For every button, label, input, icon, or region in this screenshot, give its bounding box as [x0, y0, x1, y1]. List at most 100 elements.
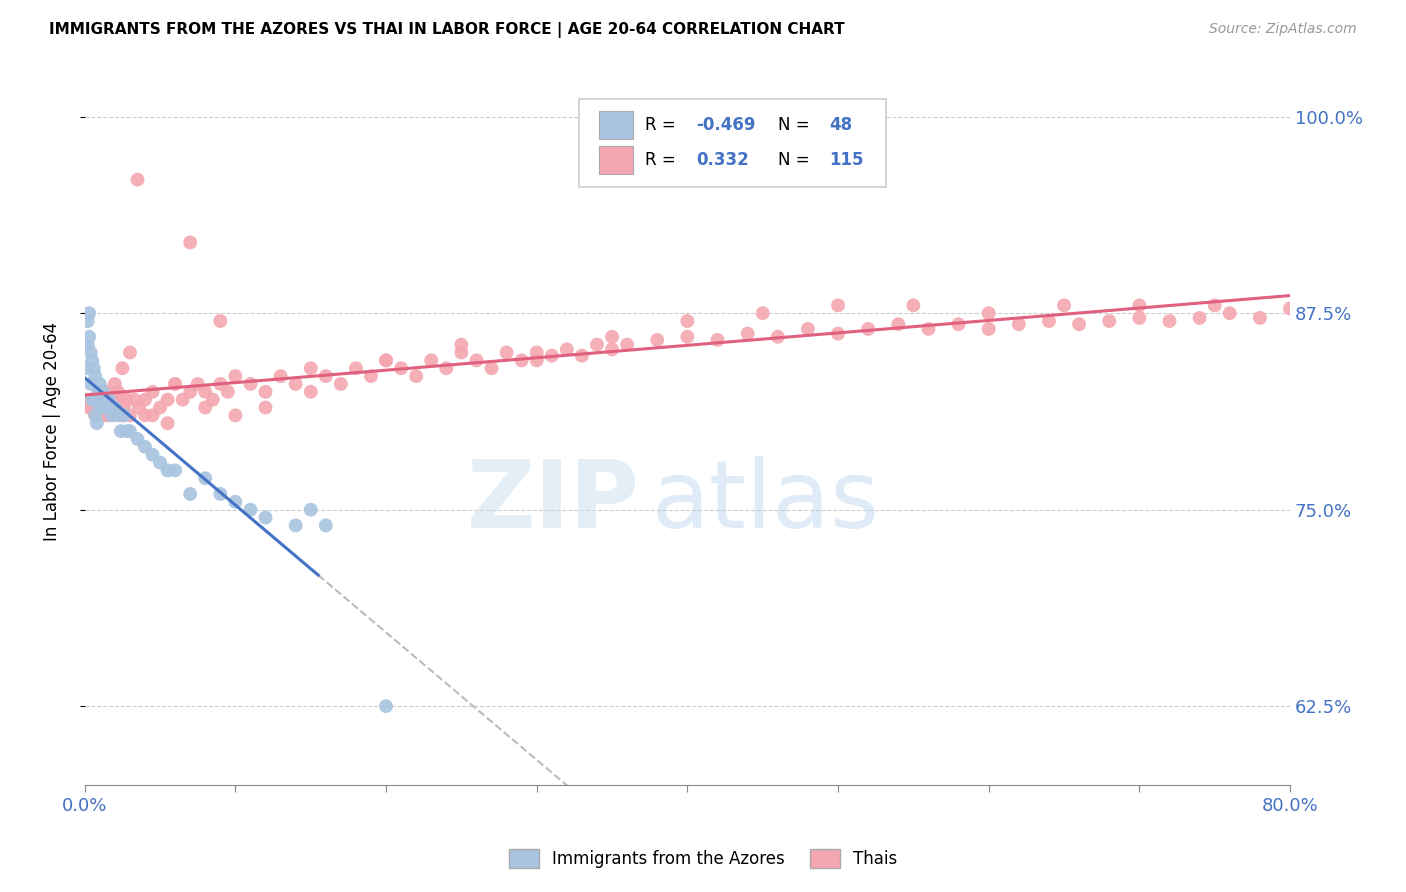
- Point: [917, 322, 939, 336]
- Point: [82, 401, 104, 415]
- Point: [645, 333, 668, 347]
- Point: [209, 314, 232, 328]
- Point: [93, 409, 115, 423]
- Point: [165, 376, 187, 391]
- Point: [676, 314, 699, 328]
- Point: [948, 317, 970, 331]
- Point: [91, 384, 114, 399]
- Point: [104, 392, 127, 407]
- Point: [1098, 314, 1121, 328]
- Point: [209, 487, 232, 501]
- Point: [90, 392, 112, 407]
- Text: IMMIGRANTS FROM THE AZORES VS THAI IN LABOR FORCE | AGE 20-64 CORRELATION CHART: IMMIGRANTS FROM THE AZORES VS THAI IN LA…: [49, 22, 845, 38]
- Point: [93, 401, 115, 415]
- Point: [86, 416, 108, 430]
- FancyBboxPatch shape: [579, 99, 886, 187]
- Y-axis label: In Labor Force | Age 20-64: In Labor Force | Age 20-64: [44, 321, 60, 541]
- Point: [239, 376, 262, 391]
- Point: [107, 409, 129, 423]
- Point: [856, 322, 879, 336]
- Point: [555, 343, 578, 357]
- Text: N =: N =: [778, 152, 814, 169]
- Point: [495, 345, 517, 359]
- Point: [101, 401, 124, 415]
- Point: [156, 463, 179, 477]
- Point: [76, 314, 98, 328]
- Point: [1128, 298, 1150, 312]
- Point: [87, 384, 110, 399]
- Point: [98, 392, 121, 407]
- Text: 0.332: 0.332: [696, 152, 748, 169]
- Point: [107, 384, 129, 399]
- Point: [676, 330, 699, 344]
- Bar: [599, 146, 633, 174]
- Point: [389, 361, 412, 376]
- Point: [600, 330, 623, 344]
- Point: [526, 353, 548, 368]
- Point: [299, 361, 322, 376]
- Point: [586, 337, 609, 351]
- Point: [706, 333, 728, 347]
- Point: [224, 369, 246, 384]
- Point: [111, 409, 134, 423]
- Point: [571, 349, 593, 363]
- Point: [89, 376, 111, 391]
- Text: ZIP: ZIP: [467, 456, 640, 548]
- Point: [83, 401, 105, 415]
- Point: [239, 502, 262, 516]
- Point: [224, 409, 246, 423]
- Point: [375, 353, 398, 368]
- Point: [375, 699, 398, 714]
- Point: [141, 409, 163, 423]
- Point: [112, 401, 135, 415]
- Point: [797, 322, 820, 336]
- Point: [76, 337, 98, 351]
- Point: [84, 409, 107, 423]
- Point: [118, 345, 141, 359]
- Bar: [599, 111, 633, 139]
- Point: [751, 306, 773, 320]
- Point: [254, 384, 277, 399]
- Text: -0.469: -0.469: [696, 116, 755, 134]
- Point: [1008, 317, 1031, 331]
- Point: [1249, 310, 1271, 325]
- Point: [110, 424, 132, 438]
- Point: [80, 376, 103, 391]
- Point: [616, 337, 638, 351]
- Point: [110, 392, 132, 407]
- Point: [194, 384, 217, 399]
- Point: [270, 369, 292, 384]
- Point: [254, 401, 277, 415]
- Point: [375, 353, 398, 368]
- Point: [450, 337, 472, 351]
- Point: [1038, 314, 1060, 328]
- Point: [97, 392, 120, 407]
- Point: [84, 369, 107, 384]
- Point: [766, 330, 789, 344]
- Point: [172, 392, 194, 407]
- Point: [434, 361, 457, 376]
- Point: [124, 392, 146, 407]
- Point: [101, 409, 124, 423]
- Point: [94, 392, 117, 407]
- Point: [299, 384, 322, 399]
- Point: [149, 401, 172, 415]
- Point: [94, 392, 117, 407]
- Point: [80, 392, 103, 407]
- Point: [86, 392, 108, 407]
- Point: [134, 440, 156, 454]
- Point: [112, 409, 135, 423]
- Point: [827, 298, 849, 312]
- Text: 48: 48: [830, 116, 852, 134]
- Point: [465, 353, 488, 368]
- Point: [165, 463, 187, 477]
- Point: [77, 306, 100, 320]
- Point: [128, 401, 150, 415]
- Point: [84, 409, 107, 423]
- Point: [82, 392, 104, 407]
- Point: [96, 384, 118, 399]
- Point: [481, 361, 503, 376]
- Point: [96, 401, 118, 415]
- Point: [1067, 317, 1090, 331]
- Point: [284, 376, 307, 391]
